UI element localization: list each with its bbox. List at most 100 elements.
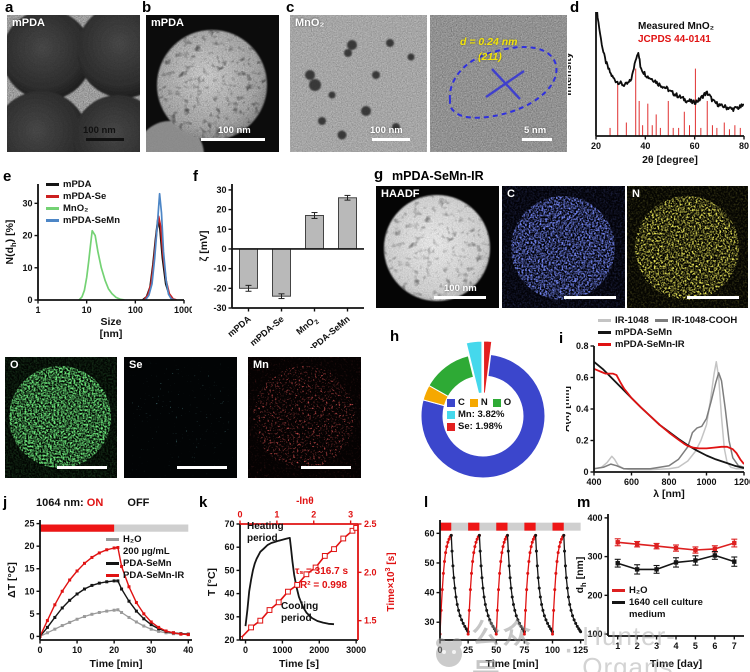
legend-mpda-semn-ir: mPDA-SeMn-IR	[615, 339, 685, 350]
svg-text:Time×103 [s]: Time×103 [s]	[383, 552, 397, 611]
svg-text:0: 0	[437, 645, 442, 655]
tem-image-mno2: MnO₂ 100 nm	[290, 15, 427, 152]
svg-text:0: 0	[37, 645, 42, 655]
legend-swatch	[106, 538, 119, 542]
panel-letter-i: i	[559, 330, 564, 347]
svg-text:0.8: 0.8	[576, 341, 589, 351]
lattice-cross	[485, 68, 525, 100]
sem-b-art	[146, 15, 279, 152]
stability-legend: H₂O 1640 cell culture medium	[612, 586, 703, 622]
map-o-art	[5, 357, 117, 478]
panel-letter-f: f	[193, 168, 198, 185]
svg-text:2: 2	[635, 641, 640, 651]
image-tag-o: O	[10, 359, 19, 371]
laser-wavelength-label: 1064 nm:	[36, 497, 84, 509]
image-tag-mno2: MnO₂	[295, 17, 325, 29]
legend-swatch	[598, 331, 611, 335]
legend-pda-semn: PDA-SeMn	[123, 558, 172, 569]
svg-text:125: 125	[573, 645, 588, 655]
element-map-mn: Mn	[248, 357, 361, 478]
svg-text:30: 30	[424, 617, 434, 627]
tem-c1-art	[290, 15, 427, 152]
svg-text:0: 0	[243, 645, 248, 655]
svg-text:Time [s]: Time [s]	[279, 658, 319, 670]
scalebar-label: 100 nm	[218, 124, 251, 136]
r-squared-label: R² = 0.998	[300, 580, 347, 591]
element-map-c: C	[502, 186, 625, 308]
composition-pie-chart	[420, 340, 546, 479]
image-tag-se: Se	[129, 359, 143, 371]
haadf-art	[376, 186, 499, 308]
photothermal-legend: H₂O 200 µg/mL PDA-SeMn PDA-SeMn-IR	[106, 535, 184, 583]
svg-text:1: 1	[35, 305, 40, 315]
svg-text:800: 800	[661, 477, 676, 487]
svg-text:0: 0	[221, 244, 226, 254]
svg-text:300: 300	[587, 552, 602, 562]
legend-swatch	[46, 195, 59, 199]
svg-text:20: 20	[591, 141, 601, 151]
svg-text:0.4: 0.4	[576, 404, 589, 414]
legend-mpda-semn: mPDA-SeMn	[63, 215, 121, 226]
svg-text:3: 3	[654, 641, 659, 651]
svg-text:600: 600	[624, 477, 639, 487]
lattice-outline	[448, 46, 558, 119]
legend-swatch-n	[469, 398, 478, 407]
element-map-se: Se	[124, 357, 237, 478]
legend-swatch-mn	[447, 410, 455, 419]
legend-concentration: 200 µg/mL	[123, 546, 170, 557]
legend-o: O	[503, 397, 512, 408]
svg-text:100: 100	[128, 305, 143, 315]
map-mn-art	[248, 357, 361, 478]
svg-text:20: 20	[224, 635, 234, 645]
scalebar	[522, 138, 552, 141]
panel-letter-b: b	[142, 0, 152, 16]
svg-text:20: 20	[22, 231, 32, 241]
map-c-art	[502, 186, 625, 308]
legend-jcpds: JCPDS 44-0141	[638, 33, 711, 45]
scalebar-label: 100 nm	[444, 282, 477, 294]
legend-swatch-o	[492, 398, 501, 407]
legend-swatch	[612, 589, 625, 593]
svg-text:dh [nm]: dh [nm]	[576, 557, 588, 594]
svg-text:1000: 1000	[272, 645, 292, 655]
legend-swatch-c	[447, 398, 455, 407]
svg-text:5: 5	[693, 641, 698, 651]
scalebar	[201, 138, 265, 141]
d-spacing-label: d = 0.24 nm	[460, 36, 518, 48]
image-tag-n: N	[632, 188, 640, 200]
svg-text:0.6: 0.6	[576, 373, 589, 383]
cooling-period-label: Cooling period	[281, 601, 319, 624]
svg-text:0: 0	[27, 295, 32, 305]
svg-text:T [°C]: T [°C]	[206, 568, 218, 596]
scalebar	[86, 138, 124, 141]
map-n-art	[627, 186, 748, 308]
lattice-plane-label: (211)	[478, 51, 502, 63]
svg-text:2θ [degree]: 2θ [degree]	[642, 154, 698, 166]
sem-image-mpda-b: mPDA 100 nm	[146, 15, 279, 152]
svg-text:mPDA-Se: mPDA-Se	[248, 314, 286, 348]
svg-text:50: 50	[491, 645, 501, 655]
legend-mpda: mPDA	[63, 179, 92, 190]
svg-text:10: 10	[82, 305, 92, 315]
dls-chart: 1 10 100 1000 0 10 20 30 Size[nm] N(dh) [%]	[4, 184, 192, 340]
svg-text:Intensity: Intensity	[568, 52, 574, 95]
image-tag-c: C	[507, 188, 515, 200]
svg-text:-30: -30	[213, 303, 226, 313]
svg-text:20: 20	[216, 205, 226, 215]
image-tag-mpda: mPDA	[12, 17, 46, 29]
scalebar	[372, 138, 410, 141]
svg-text:40: 40	[224, 589, 234, 599]
legend-swatch	[654, 319, 668, 323]
svg-text:1000: 1000	[174, 305, 192, 315]
laser-on-label: ON	[86, 497, 104, 509]
legend-se-pct: Se: 1.98%	[458, 421, 503, 432]
scalebar	[177, 466, 227, 469]
panel-letter-k: k	[199, 494, 208, 511]
pie-legend-row1: C N O Mn: 3.82% Se: 1.98%	[447, 398, 511, 434]
legend-pda-semn-ir: PDA-SeMn-IR	[123, 570, 185, 581]
